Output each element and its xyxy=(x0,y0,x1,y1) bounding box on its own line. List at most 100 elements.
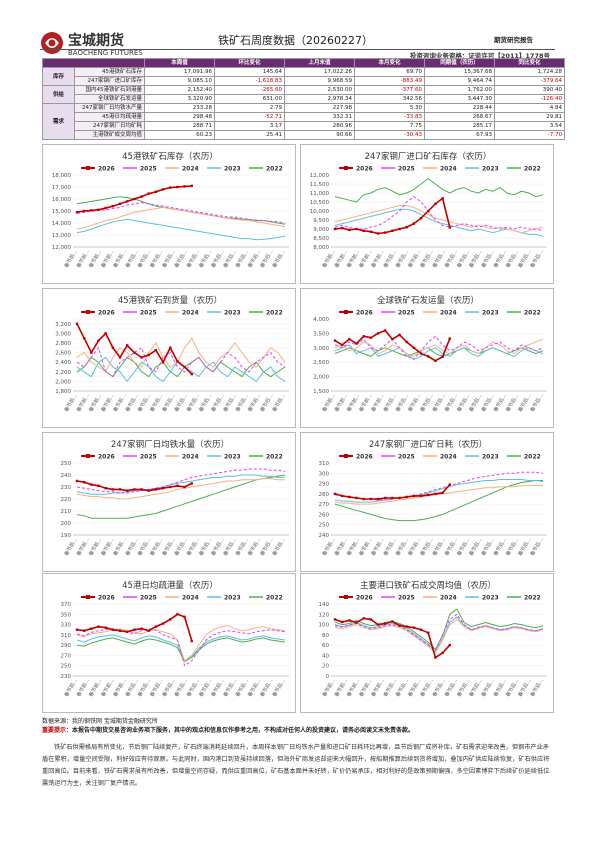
data-point xyxy=(140,356,143,359)
data-point xyxy=(434,359,437,362)
data-point xyxy=(355,621,358,624)
data-point xyxy=(161,188,165,191)
value-cell: 69.70 xyxy=(354,67,425,77)
data-point xyxy=(161,622,165,625)
data-point xyxy=(147,489,150,492)
table-row: 247家钢厂日均矿耗 288.71 3.17 280.96 7.75 285.17 3.54 xyxy=(43,121,565,131)
y-tick-label: 230 xyxy=(61,485,72,491)
y-tick-label: 370 xyxy=(61,602,72,608)
y-tick-label: 270 xyxy=(61,653,72,659)
data-point xyxy=(126,200,129,203)
series-line-2022 xyxy=(76,474,286,519)
chart-port-trading-volume: 主要港口铁矿石成交周均值（农历） 2026 2025 2024 2023 2022 0 20 4… xyxy=(300,573,554,713)
data-point xyxy=(441,651,444,655)
y-tick-label: 250 xyxy=(61,461,72,467)
y-tick-label: 2,200 xyxy=(55,370,71,376)
data-point xyxy=(398,624,401,627)
data-point xyxy=(176,360,179,363)
data-point xyxy=(333,227,337,231)
data-point xyxy=(97,208,100,211)
item-cell: 国内45港铁矿石到港量 xyxy=(74,85,145,95)
category-cell: 库存 xyxy=(42,67,75,86)
legend-label: 2024 xyxy=(440,454,457,461)
legend-label: 2024 xyxy=(440,166,457,173)
legend-label: 2023 xyxy=(224,310,241,317)
chart-45port-inventory: 45港铁矿石库存（农历） 2026 2025 2024 2023 2022 12,000 13… xyxy=(42,144,296,284)
data-point xyxy=(111,628,115,631)
data-point xyxy=(333,618,337,621)
data-point xyxy=(348,495,351,499)
legend-label: 2022 xyxy=(524,166,541,173)
data-point xyxy=(427,631,430,634)
data-point xyxy=(190,482,193,485)
data-point xyxy=(190,184,193,188)
data-point xyxy=(419,217,423,220)
series-line-2025 xyxy=(76,202,286,224)
value-cell: 2,530.00 xyxy=(284,85,355,95)
legend-label: 2023 xyxy=(482,166,499,173)
value-cell: -30.43 xyxy=(354,130,425,140)
data-point xyxy=(448,483,451,486)
data-point xyxy=(441,491,444,495)
data-point xyxy=(441,355,444,358)
y-tick-label: 10,000 xyxy=(310,209,330,215)
value-cell: 2,978.34 xyxy=(284,94,355,104)
table-row: 247家钢厂进口矿库存 9,085.10 -1,618.83 9,968.59 -883… xyxy=(43,76,565,86)
series-line-2023 xyxy=(334,344,544,360)
value-cell: 3,320.90 xyxy=(144,94,215,104)
y-tick-label: 80 xyxy=(322,633,329,639)
data-point xyxy=(147,629,150,632)
y-tick-label: 3,500 xyxy=(313,331,329,337)
data-point xyxy=(97,484,100,487)
data-point xyxy=(111,346,115,349)
data-point xyxy=(75,628,79,631)
data-point xyxy=(140,195,143,198)
y-tick-label: 280 xyxy=(319,492,330,498)
y-tick-label: 250 xyxy=(61,664,72,670)
data-point xyxy=(434,202,437,205)
value-cell: 17,091.96 xyxy=(144,67,215,77)
value-cell: 9,085.10 xyxy=(144,76,215,86)
data-point xyxy=(384,329,387,332)
data-point xyxy=(97,625,100,628)
data-point xyxy=(90,627,93,630)
y-tick-label: 100 xyxy=(319,623,330,629)
data-point xyxy=(111,488,115,491)
data-point xyxy=(133,197,136,201)
legend-marker xyxy=(344,166,348,170)
data-point xyxy=(140,627,143,630)
data-point xyxy=(398,227,401,231)
legend-marker xyxy=(86,595,90,599)
y-tick-label: 17,000 xyxy=(52,185,72,191)
y-tick-label: 12,000 xyxy=(310,173,330,179)
value-cell: 285.17 xyxy=(424,121,495,131)
legend-marker xyxy=(344,454,348,458)
series-line-2025 xyxy=(334,195,544,232)
chart-title: 247家钢厂进口矿石库存（农历） xyxy=(365,151,492,162)
y-tick-label: 11,500 xyxy=(310,182,330,188)
series-line-2025 xyxy=(76,628,286,667)
y-tick-label: 10,500 xyxy=(310,200,330,206)
legend-label: 2022 xyxy=(524,310,541,317)
data-point xyxy=(183,185,186,188)
item-cell: 45港铁矿石库存 xyxy=(74,67,145,77)
data-point xyxy=(412,346,416,349)
value-cell: 342.56 xyxy=(354,94,425,104)
table-header-cell: 环比变化 xyxy=(214,58,285,68)
series-line-2024 xyxy=(334,618,544,654)
data-point xyxy=(355,342,358,345)
y-tick-label: 3,200 xyxy=(55,322,71,328)
data-point xyxy=(398,496,401,500)
legend-label: 2022 xyxy=(266,595,283,602)
series-line-2022 xyxy=(76,356,286,378)
legend-label: 2023 xyxy=(482,310,499,317)
company-logo: 宝城期货 BAOCHENG FUTURES xyxy=(40,30,190,58)
legend-label: 2024 xyxy=(440,595,457,602)
legend-marker xyxy=(86,310,90,314)
legend-label: 2025 xyxy=(140,310,157,317)
y-tick-label: 4,000 xyxy=(313,317,329,323)
value-cell: 631.00 xyxy=(214,94,285,104)
legend-label: 2022 xyxy=(524,595,541,602)
value-cell: 9,464.74 xyxy=(424,76,495,86)
chart-title: 247家钢厂日均铁水量（农历） xyxy=(111,439,229,450)
